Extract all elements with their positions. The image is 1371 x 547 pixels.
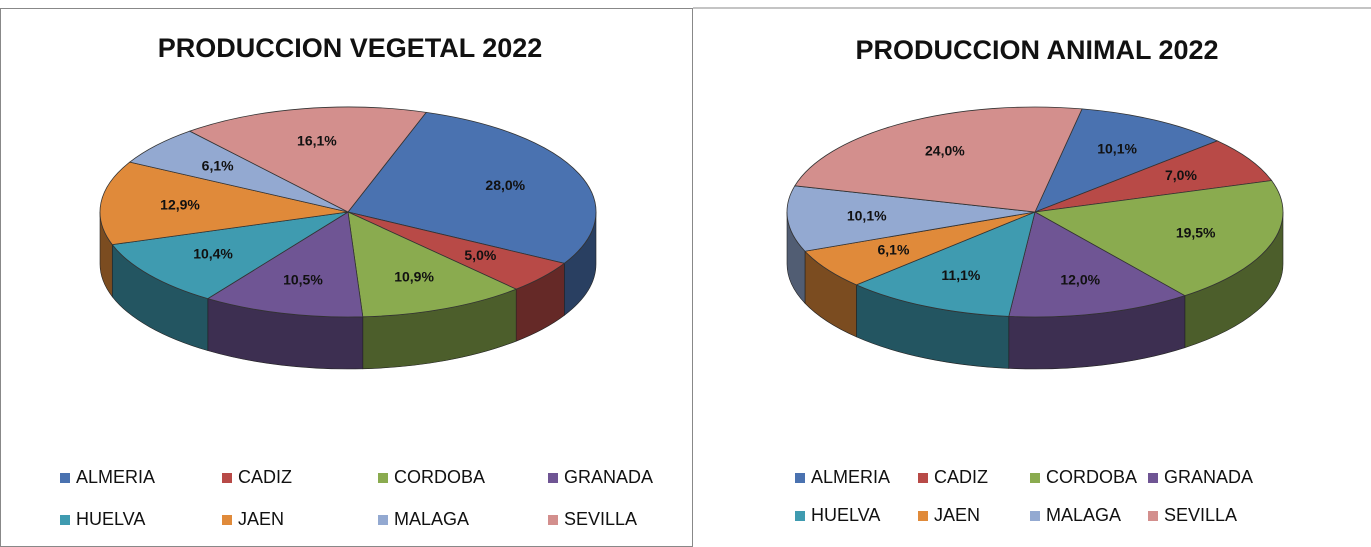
- data-label: 7,0%: [1165, 167, 1197, 183]
- legend-swatch: [1030, 473, 1040, 483]
- legend-swatch: [60, 473, 70, 483]
- data-label: 16,1%: [297, 133, 337, 149]
- slice: [794, 106, 1083, 213]
- data-label: 10,5%: [283, 272, 323, 288]
- legend-swatch: [918, 511, 928, 521]
- legend-label: ALMERIA: [76, 467, 155, 487]
- slice: [786, 185, 1036, 252]
- legend-label: MALAGA: [394, 509, 469, 529]
- legend-label: GRANADA: [1164, 467, 1253, 487]
- data-label: 12,0%: [1060, 271, 1100, 287]
- slice: [1034, 108, 1219, 213]
- legend-label: SEVILLA: [564, 509, 637, 529]
- data-label: 28,0%: [485, 177, 525, 193]
- legend-swatch: [1148, 511, 1158, 521]
- legend-swatch: [1148, 473, 1158, 483]
- slice: [347, 211, 518, 318]
- legend-label: JAEN: [934, 505, 980, 525]
- data-label: 10,9%: [394, 268, 434, 284]
- data-label: 10,1%: [1097, 140, 1137, 156]
- legend-label: HUELVA: [811, 505, 880, 525]
- legend-label: CORDOBA: [1046, 467, 1137, 487]
- data-label: 11,1%: [941, 267, 980, 283]
- legend-swatch: [795, 511, 805, 521]
- legend-label: CADIZ: [238, 467, 292, 487]
- legend-label: HUELVA: [76, 509, 145, 529]
- slice: [206, 211, 364, 318]
- data-label: 19,5%: [1176, 224, 1216, 240]
- legend-label: GRANADA: [564, 467, 653, 487]
- legend-label: JAEN: [238, 509, 284, 529]
- legend-swatch: [795, 473, 805, 483]
- legend-label: CORDOBA: [394, 467, 485, 487]
- legend-swatch: [548, 473, 558, 483]
- legend-label: MALAGA: [1046, 505, 1121, 525]
- chart-title: PRODUCCION VEGETAL 2022: [158, 33, 543, 63]
- slice: [1033, 180, 1284, 297]
- legend-swatch: [548, 515, 558, 525]
- slice: [855, 211, 1036, 317]
- legend-swatch: [378, 515, 388, 525]
- data-label: 24,0%: [925, 142, 965, 158]
- slice: [1034, 140, 1273, 213]
- data-label: 12,9%: [160, 196, 200, 212]
- slice: [1008, 211, 1186, 318]
- legend-swatch: [60, 515, 70, 525]
- legend-swatch: [222, 473, 232, 483]
- legend-swatch: [918, 473, 928, 483]
- legend-swatch: [222, 515, 232, 525]
- slice: [188, 106, 427, 213]
- data-label: 5,0%: [464, 247, 496, 263]
- legend-label: CADIZ: [934, 467, 988, 487]
- slice: [347, 111, 597, 264]
- legend-swatch: [378, 473, 388, 483]
- data-label: 10,4%: [193, 246, 233, 262]
- data-label: 10,1%: [847, 207, 887, 223]
- slice: [111, 211, 349, 300]
- legend-label: SEVILLA: [1164, 505, 1237, 525]
- data-label: 6,1%: [878, 242, 910, 258]
- legend-swatch: [1030, 511, 1040, 521]
- data-label: 6,1%: [202, 157, 234, 173]
- chart-title: PRODUCCION ANIMAL 2022: [855, 35, 1218, 65]
- legend-label: ALMERIA: [811, 467, 890, 487]
- slice: [99, 161, 349, 246]
